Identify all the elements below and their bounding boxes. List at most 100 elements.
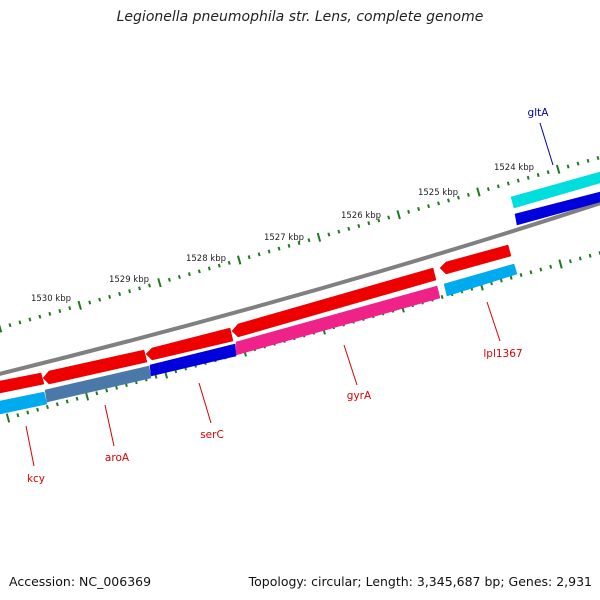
scale-label-1527: 1527 kbp: [264, 233, 304, 243]
upper-scale-tick: [387, 215, 391, 220]
upper-scale-tick: [157, 278, 162, 288]
topology-summary: Topology: circular; Length: 3,345,687 bp…: [248, 574, 592, 589]
upper-scale-tick: [437, 201, 440, 206]
upper-scale-tick: [546, 170, 550, 175]
feature-serC-bar[interactable]: [149, 343, 237, 377]
upper-scale-tick: [77, 300, 82, 310]
lower-scale-tick: [16, 413, 20, 418]
upper-scale-tick: [48, 311, 52, 316]
gene-label-lpl1367[interactable]: lpl1367: [483, 348, 522, 360]
upper-scale-tick: [197, 269, 201, 274]
gene-label-gyrA[interactable]: gyrA: [347, 390, 372, 402]
feature-gltA-cyan-bar[interactable]: [510, 171, 600, 209]
upper-scale-tick: [316, 232, 322, 242]
upper-scale-tick: [187, 272, 191, 277]
upper-scale-tick: [18, 320, 22, 325]
upper-scale-tick: [8, 323, 12, 328]
lower-scale-tick: [115, 385, 118, 390]
upper-scale-tick: [367, 221, 371, 226]
upper-scale-tick: [486, 187, 490, 192]
feature-gyrA-bar[interactable]: [235, 285, 441, 356]
upper-scale-tick: [417, 206, 421, 212]
feature-lpl1367-bar[interactable]: [443, 263, 518, 297]
upper-scale-tick: [148, 283, 151, 288]
upper-scale-tick: [217, 263, 221, 268]
map-title: Legionella pneumophila str. Lens, comple…: [116, 9, 484, 25]
upper-scale-tick: [496, 184, 500, 189]
lower-scale-tick: [509, 275, 513, 280]
upper-scale-tick: [267, 249, 271, 254]
upper-scale-tick: [177, 274, 181, 280]
cds-arrow-1[interactable]: [439, 244, 512, 275]
lower-scale-tick: [26, 410, 30, 415]
lower-scale-tick: [529, 270, 533, 275]
upper-scale-tick: [347, 226, 351, 231]
feature-kcy-bar[interactable]: [0, 391, 48, 415]
upper-scale-tick: [128, 289, 132, 294]
upper-scale-tick: [257, 252, 261, 257]
lower-scale-tick: [588, 253, 592, 258]
cds-arrow-3[interactable]: [145, 327, 234, 361]
lower-scale-tick: [75, 396, 79, 401]
upper-scale-tick: [58, 308, 62, 314]
feature-aroA-bar[interactable]: [44, 365, 152, 403]
gene-label-kcy[interactable]: kcy: [27, 473, 45, 485]
upper-scale-tick: [68, 306, 72, 311]
upper-scale-tick: [466, 192, 470, 197]
lower-scale-tick: [578, 256, 582, 261]
lower-scale-tick: [549, 264, 553, 269]
upper-scale-tick: [555, 164, 561, 174]
upper-scale-tick: [98, 297, 102, 302]
lower-scale-tick: [558, 259, 563, 269]
lower-scale-tick: [55, 402, 59, 407]
cds-arrow-4[interactable]: [42, 349, 148, 385]
upper-scale-tick: [108, 294, 112, 299]
upper-scale-tick: [357, 223, 361, 229]
lower-scale-tick: [5, 413, 11, 423]
upper-scale-tick: [576, 161, 580, 166]
upper-scale-tick: [167, 277, 171, 282]
lower-scale-tick: [46, 404, 49, 410]
cds-arrow-5[interactable]: [0, 372, 45, 394]
leader-serC: [198, 382, 212, 424]
gene-label-aroA[interactable]: aroA: [105, 452, 130, 464]
upper-scale-tick: [457, 195, 460, 200]
upper-scale-tick: [447, 198, 450, 203]
lower-scale-tick: [36, 407, 40, 412]
scale-label-1526: 1526 kbp: [341, 211, 381, 221]
upper-scale-tick: [396, 210, 401, 220]
upper-scale-tick: [38, 314, 42, 319]
upper-scale-tick: [277, 246, 281, 251]
gene-label-gltA[interactable]: gltA: [528, 107, 550, 119]
upper-scale-tick: [118, 291, 122, 297]
upper-scale-tick: [138, 286, 141, 291]
gene-label-serC[interactable]: serC: [200, 429, 224, 441]
lower-scale-tick: [65, 399, 69, 404]
scale-label-1528: 1528 kbp: [186, 254, 226, 264]
upper-scale-tick: [28, 317, 32, 322]
upper-scale-tick: [526, 175, 530, 180]
upper-scale-tick: [237, 255, 242, 265]
lower-scale-tick: [519, 272, 523, 278]
genome-backbone: [0, 201, 600, 376]
leader-lpl1367: [486, 301, 501, 342]
leader-kcy: [25, 425, 35, 467]
accession-text: Accession: NC_006369: [9, 574, 152, 589]
upper-scale-tick: [596, 155, 600, 161]
lower-scale-tick: [568, 259, 572, 264]
scale-label-1529: 1529 kbp: [109, 275, 149, 285]
leader-gyrA: [343, 344, 358, 386]
lower-scale-tick: [440, 294, 444, 300]
scale-label-1524: 1524 kbp: [494, 163, 534, 173]
upper-scale-tick: [516, 178, 520, 183]
lower-scale-tick: [499, 278, 503, 283]
upper-scale-tick: [586, 158, 590, 163]
cds-arrow-2[interactable]: [231, 267, 437, 338]
upper-scale-tick: [297, 240, 301, 246]
leader-aroA: [104, 404, 115, 447]
lower-scale-tick: [539, 267, 543, 272]
scale-label-1530: 1530 kbp: [31, 294, 71, 304]
feature-gltA-blue-bar[interactable]: [514, 191, 600, 226]
upper-scale-tick: [327, 232, 331, 237]
